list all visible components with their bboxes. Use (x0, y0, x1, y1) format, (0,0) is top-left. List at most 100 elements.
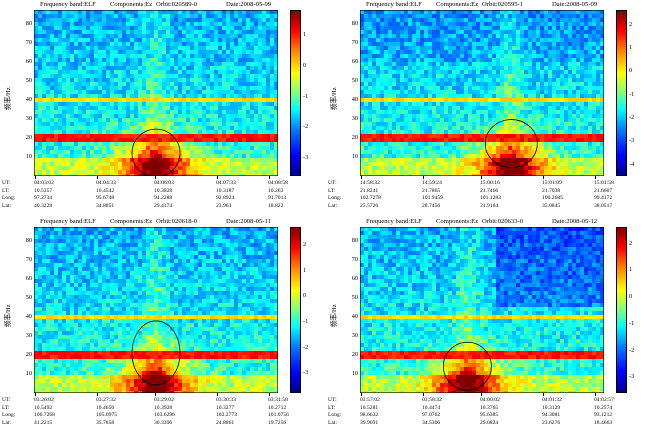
spectrogram-cell (162, 74, 167, 79)
spectrogram-cell (480, 50, 485, 55)
spectrogram-cell (198, 150, 203, 155)
spectrogram-cell (146, 42, 151, 47)
spectrogram-cell (142, 42, 147, 47)
spectrogram-cell (270, 30, 275, 35)
spectrogram-cell (376, 110, 381, 115)
spectrogram-cell (496, 142, 501, 147)
spectrogram-cell (250, 22, 255, 27)
spectrogram-cell (178, 146, 183, 151)
spectrogram-cell (194, 130, 199, 135)
spectrogram-cell (472, 78, 477, 83)
spectrogram-cell (198, 138, 203, 143)
spectrogram-cell (516, 70, 521, 75)
spectrogram-cell (436, 86, 441, 91)
spectrogram-cell (568, 34, 573, 39)
spectrogram-cell (460, 34, 465, 39)
spectrogram-cell (38, 26, 43, 31)
spectrogram-cell (368, 106, 373, 111)
spectrogram-cell (484, 74, 489, 79)
spectrogram-cell (472, 74, 477, 79)
spectrogram-cell (274, 74, 278, 79)
spectrogram-cell (102, 170, 107, 175)
spectrogram-cell (420, 102, 425, 107)
spectrogram-cell (480, 10, 485, 15)
spectrogram-cell (572, 118, 577, 123)
spectrogram-cell (186, 18, 191, 23)
spectrogram-cell (206, 26, 211, 31)
spectrogram-cell (504, 90, 509, 95)
spectrogram-cell (118, 154, 123, 159)
spectrogram-cell (114, 166, 119, 171)
spectrogram-cell (520, 154, 525, 159)
spectrogram-cell (66, 98, 71, 103)
spectrogram-cell (246, 30, 251, 35)
spectrogram-cell (572, 14, 577, 19)
spectrogram-cell (396, 22, 401, 27)
spectrogram-cell (392, 78, 397, 83)
spectrogram-cell (66, 18, 71, 23)
spectrogram-cell (70, 174, 75, 176)
spectrogram-cell (258, 158, 263, 163)
spectrogram-cell (376, 86, 381, 91)
spectrogram-cell (540, 134, 545, 139)
spectrogram-cell (600, 42, 604, 47)
spectrogram-cell (536, 150, 541, 155)
spectrogram-cell (492, 162, 497, 167)
spectrogram-cell (408, 134, 413, 139)
spectrogram-cell (556, 58, 561, 63)
spectrogram-cell (210, 158, 215, 163)
spectrogram-cell (476, 22, 481, 27)
spectrogram-cell (126, 34, 131, 39)
spectrogram-cell (94, 34, 99, 39)
spectrogram-cell (182, 90, 187, 95)
spectrogram-cell (142, 18, 147, 23)
spectrogram-cell (532, 30, 537, 35)
spectrogram-cell (536, 142, 541, 147)
spectrogram-cell (194, 30, 199, 35)
spectrogram-cell (372, 142, 377, 147)
spectrogram-cell (512, 146, 517, 151)
spectrogram-cell (166, 162, 171, 167)
spectrogram-cell (440, 70, 445, 75)
spectrogram-cell (544, 50, 549, 55)
spectrogram-cell (118, 34, 123, 39)
spectrogram-cell (396, 98, 401, 103)
spectrogram-cell (114, 30, 119, 35)
spectrogram-cell (432, 50, 437, 55)
spectrogram-cell (270, 126, 275, 131)
spectrogram-cell (504, 130, 509, 135)
spectrogram-cell (452, 138, 457, 143)
spectrogram-cell (468, 58, 473, 63)
spectrogram-cell (174, 70, 179, 75)
spectrogram-cell (270, 14, 275, 19)
spectrogram-cell (190, 70, 195, 75)
spectrogram-cell (480, 34, 485, 39)
spectrogram-cell (174, 66, 179, 71)
spectrogram-cell (540, 86, 545, 91)
spectrogram-cell (74, 82, 79, 87)
spectrogram-cell (496, 134, 501, 139)
spectrogram-cell (388, 150, 393, 155)
spectrogram-cell (572, 126, 577, 131)
spectrogram-cell (94, 54, 99, 59)
spectrogram-cell (440, 46, 445, 51)
spectrogram-cell (444, 26, 449, 31)
spectrogram-cell (98, 106, 103, 111)
spectrogram-cell (420, 146, 425, 151)
spectrogram-cell (496, 114, 501, 119)
spectrogram-cell (206, 106, 211, 111)
spectrogram-cell (516, 18, 521, 23)
spectrogram-cell (388, 154, 393, 159)
spectrogram-cell (218, 130, 223, 135)
spectrogram-cell (54, 154, 59, 159)
spectrogram-cell (38, 118, 43, 123)
spectrogram-cell (504, 78, 509, 83)
spectrogram-cell (492, 110, 497, 115)
spectrogram-cell (444, 90, 449, 95)
spectrogram-cell (166, 126, 171, 131)
spectrogram-cell (540, 118, 545, 123)
spectrogram-cell (234, 150, 239, 155)
spectrogram-cell (50, 26, 55, 31)
spectrogram-cell (62, 70, 67, 75)
spectrogram-cell (170, 82, 175, 87)
